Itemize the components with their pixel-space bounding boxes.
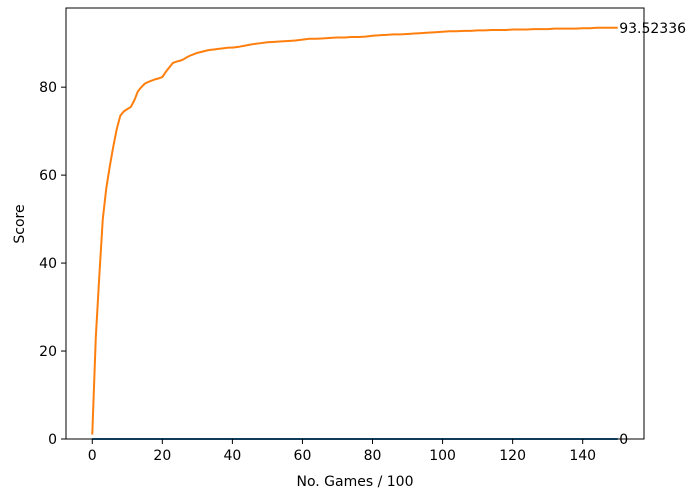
x-tick-label: 60 bbox=[294, 448, 312, 464]
x-tick-label: 40 bbox=[223, 448, 241, 464]
x-tick-label: 120 bbox=[499, 448, 526, 464]
x-tick-label: 0 bbox=[88, 448, 97, 464]
y-tick-label: 0 bbox=[48, 432, 57, 448]
y-tick-label: 40 bbox=[39, 256, 57, 272]
y-tick-label: 80 bbox=[39, 80, 57, 96]
x-axis-label: No. Games / 100 bbox=[296, 474, 413, 490]
y-axis-ticks: 0 20 40 60 80 bbox=[39, 80, 66, 448]
x-tick-label: 140 bbox=[569, 448, 596, 464]
x-axis-ticks: 0 20 40 60 80 100 120 140 bbox=[88, 439, 596, 464]
y-tick-label: 60 bbox=[39, 168, 57, 184]
y-axis-label: Score bbox=[12, 204, 28, 243]
plot-background bbox=[66, 8, 644, 439]
annotation-layer: 93.52336 0 bbox=[619, 21, 686, 448]
x-tick-label: 100 bbox=[429, 448, 456, 464]
series-line-1 bbox=[91, 26, 618, 435]
annotation-1: 0 bbox=[619, 432, 628, 448]
y-tick-label: 20 bbox=[39, 344, 57, 360]
x-tick-label: 80 bbox=[364, 448, 382, 464]
x-tick-label: 20 bbox=[153, 448, 171, 464]
annotation-0: 93.52336 bbox=[619, 21, 686, 37]
plot-frame bbox=[65, 7, 645, 440]
